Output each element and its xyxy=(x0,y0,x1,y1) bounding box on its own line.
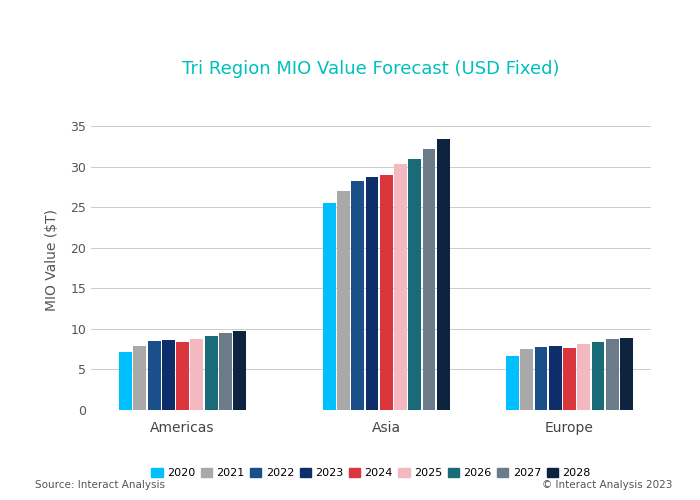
Text: © Interact Analysis 2023: © Interact Analysis 2023 xyxy=(542,480,672,490)
Bar xyxy=(394,164,407,410)
Bar xyxy=(148,341,160,410)
Bar xyxy=(535,347,547,410)
Text: Tri Region MIO Value Forecast (USD Fixed): Tri Region MIO Value Forecast (USD Fixed… xyxy=(182,60,560,78)
Bar xyxy=(162,340,175,410)
Bar xyxy=(408,158,421,410)
Bar xyxy=(204,336,218,410)
Bar xyxy=(578,344,590,410)
Bar xyxy=(506,356,519,410)
Bar xyxy=(233,330,246,410)
Bar xyxy=(219,333,232,410)
Text: Source: Interact Analysis: Source: Interact Analysis xyxy=(35,480,165,490)
Y-axis label: MIO Value ($T): MIO Value ($T) xyxy=(46,209,60,311)
Bar xyxy=(134,346,146,410)
Bar xyxy=(520,349,533,410)
Bar xyxy=(337,191,350,410)
Bar xyxy=(119,352,132,410)
Bar xyxy=(563,348,576,410)
Bar xyxy=(365,178,379,410)
Bar xyxy=(323,203,336,410)
Legend: 2020, 2021, 2022, 2023, 2024, 2025, 2026, 2027, 2028: 2020, 2021, 2022, 2023, 2024, 2025, 2026… xyxy=(147,464,595,483)
Bar xyxy=(423,149,435,410)
Bar xyxy=(176,342,189,410)
Bar xyxy=(380,175,393,410)
Bar xyxy=(351,182,364,410)
Bar xyxy=(437,139,449,410)
Bar xyxy=(606,340,619,410)
Bar xyxy=(620,338,633,410)
Bar xyxy=(592,342,605,410)
Bar xyxy=(549,346,561,410)
Bar xyxy=(190,338,203,410)
